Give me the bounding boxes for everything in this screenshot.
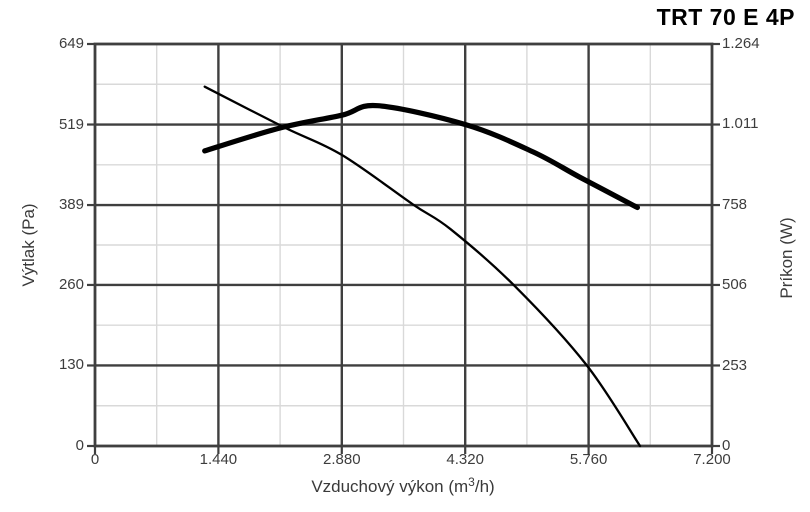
pressure-curve xyxy=(203,85,642,448)
y-right-tick-label: 1.264 xyxy=(722,35,760,52)
y-left-tick-label: 0 xyxy=(75,437,84,454)
x-axis-title-text: Vzduchový výkon (m xyxy=(311,477,469,496)
x-tick-label: 4.320 xyxy=(446,451,484,468)
plot-border xyxy=(93,42,714,448)
y-right-tick-label: 0 xyxy=(722,437,731,454)
chart-title: TRT 70 E 4P xyxy=(656,4,795,30)
x-tick-label: 1.440 xyxy=(199,451,238,468)
x-tick-label: 7.200 xyxy=(693,451,731,468)
x-tick-label: 0 xyxy=(90,451,100,468)
y-left-tick-label: 260 xyxy=(58,275,84,293)
power-curve xyxy=(202,102,640,211)
y-right-tick-label: 506 xyxy=(722,276,748,294)
y-left-tick-label: 389 xyxy=(58,196,84,214)
x-tick-label: 2.880 xyxy=(323,451,361,468)
y-left-axis-title: Výtlak (Pa) xyxy=(19,203,38,287)
x-tick-label: 5.760 xyxy=(569,451,608,468)
x-axis-title-unit: /h) xyxy=(474,477,495,496)
y-left-tick-label: 519 xyxy=(58,115,84,133)
y-right-tick-label: 758 xyxy=(722,195,748,213)
y-left-tick-label: 130 xyxy=(58,356,84,374)
y-right-axis-title: Príkon (W) xyxy=(777,217,796,299)
y-left-tick-label: 649 xyxy=(58,35,84,52)
y-right-tick-label: 253 xyxy=(722,356,748,374)
x-axis-title-superscript: 3 xyxy=(468,475,475,489)
y-right-tick-label: 1.011 xyxy=(722,115,759,133)
x-axis-title: Vzduchový výkon (m3/h) xyxy=(311,475,495,497)
